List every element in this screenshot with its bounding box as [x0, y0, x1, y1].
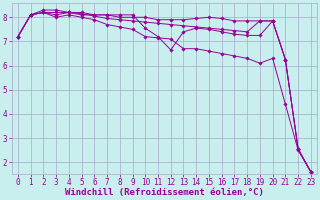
X-axis label: Windchill (Refroidissement éolien,°C): Windchill (Refroidissement éolien,°C) [65, 188, 264, 197]
